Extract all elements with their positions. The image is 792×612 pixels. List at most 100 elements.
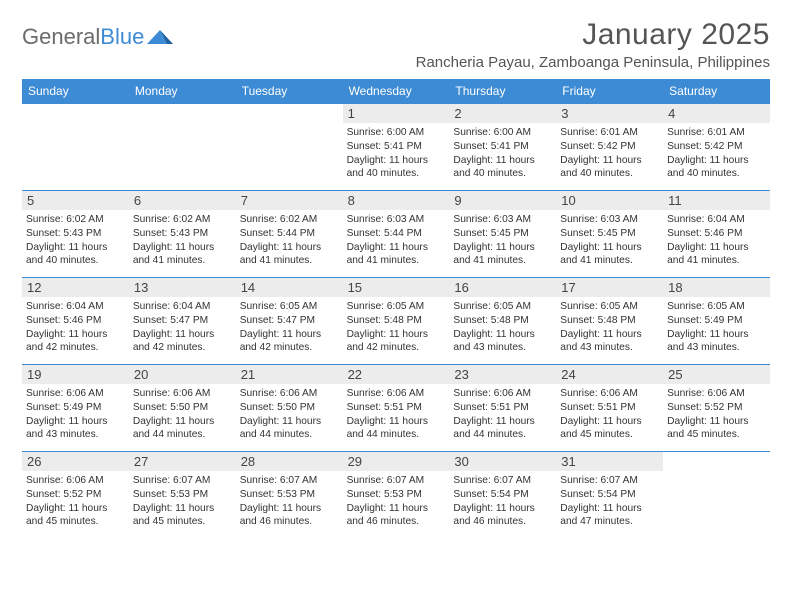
week-row: 5Sunrise: 6:02 AMSunset: 5:43 PMDaylight…: [22, 190, 770, 277]
sunrise-line: Sunrise: 6:06 AM: [453, 387, 552, 401]
sunset-line: Sunset: 5:49 PM: [667, 314, 766, 328]
day-cell: 24Sunrise: 6:06 AMSunset: 5:51 PMDayligh…: [556, 365, 663, 451]
daylight-line-1: Daylight: 11 hours: [347, 502, 446, 516]
daylight-line-1: Daylight: 11 hours: [667, 328, 766, 342]
daylight-line-2: and 41 minutes.: [240, 254, 339, 268]
sunset-line: Sunset: 5:52 PM: [667, 401, 766, 415]
sunrise-line: Sunrise: 6:04 AM: [133, 300, 232, 314]
daylight-line-1: Daylight: 11 hours: [240, 502, 339, 516]
day-cell: 25Sunrise: 6:06 AMSunset: 5:52 PMDayligh…: [663, 365, 770, 451]
day-cell: 17Sunrise: 6:05 AMSunset: 5:48 PMDayligh…: [556, 278, 663, 364]
sunset-line: Sunset: 5:45 PM: [560, 227, 659, 241]
daylight-line-2: and 41 minutes.: [560, 254, 659, 268]
day-number: 31: [556, 452, 663, 471]
sunrise-line: Sunrise: 6:05 AM: [347, 300, 446, 314]
week-row: 1Sunrise: 6:00 AMSunset: 5:41 PMDaylight…: [22, 103, 770, 190]
day-cell: 8Sunrise: 6:03 AMSunset: 5:44 PMDaylight…: [343, 191, 450, 277]
daylight-line-2: and 44 minutes.: [347, 428, 446, 442]
daylight-line-2: and 45 minutes.: [667, 428, 766, 442]
sunrise-line: Sunrise: 6:06 AM: [26, 387, 125, 401]
sunrise-line: Sunrise: 6:03 AM: [560, 213, 659, 227]
logo-text-blue: Blue: [100, 24, 144, 50]
sunset-line: Sunset: 5:53 PM: [347, 488, 446, 502]
day-number: 13: [129, 278, 236, 297]
calendar-page: GeneralBlue January 2025 Rancheria Payau…: [0, 0, 792, 548]
daylight-line-1: Daylight: 11 hours: [453, 415, 552, 429]
daylight-line-1: Daylight: 11 hours: [560, 502, 659, 516]
day-number: 21: [236, 365, 343, 384]
day-cell: 18Sunrise: 6:05 AMSunset: 5:49 PMDayligh…: [663, 278, 770, 364]
sunset-line: Sunset: 5:50 PM: [240, 401, 339, 415]
sunrise-line: Sunrise: 6:05 AM: [667, 300, 766, 314]
day-cell: 30Sunrise: 6:07 AMSunset: 5:54 PMDayligh…: [449, 452, 556, 538]
daylight-line-2: and 44 minutes.: [453, 428, 552, 442]
day-number: 2: [449, 104, 556, 123]
weekday-header-row: SundayMondayTuesdayWednesdayThursdayFrid…: [22, 79, 770, 103]
day-cell: 22Sunrise: 6:06 AMSunset: 5:51 PMDayligh…: [343, 365, 450, 451]
day-number: 10: [556, 191, 663, 210]
sunrise-line: Sunrise: 6:03 AM: [347, 213, 446, 227]
day-cell: 21 Sunrise: 6:06 AMSunset: 5:50 PMDayligh…: [236, 365, 343, 451]
day-cell: 23Sunrise: 6:06 AMSunset: 5:51 PMDayligh…: [449, 365, 556, 451]
daylight-line-1: Daylight: 11 hours: [347, 328, 446, 342]
day-cell: 4Sunrise: 6:01 AMSunset: 5:42 PMDaylight…: [663, 104, 770, 190]
calendar-grid: SundayMondayTuesdayWednesdayThursdayFrid…: [22, 79, 770, 538]
daylight-line-1: Daylight: 11 hours: [560, 154, 659, 168]
sunset-line: Sunset: 5:45 PM: [453, 227, 552, 241]
day-number: 27: [129, 452, 236, 471]
day-cell: 28Sunrise: 6:07 AMSunset: 5:53 PMDayligh…: [236, 452, 343, 538]
day-cell: 9Sunrise: 6:03 AMSunset: 5:45 PMDaylight…: [449, 191, 556, 277]
daylight-line-2: and 40 minutes.: [26, 254, 125, 268]
daylight-line-1: Daylight: 11 hours: [240, 415, 339, 429]
sunrise-line: Sunrise: 6:01 AM: [560, 126, 659, 140]
daylight-line-1: Daylight: 11 hours: [453, 502, 552, 516]
sunset-line: Sunset: 5:41 PM: [347, 140, 446, 154]
day-number: [663, 452, 770, 471]
day-cell: 11Sunrise: 6:04 AMSunset: 5:46 PMDayligh…: [663, 191, 770, 277]
sunset-line: Sunset: 5:43 PM: [26, 227, 125, 241]
daylight-line-1: Daylight: 11 hours: [347, 241, 446, 255]
day-number: 17: [556, 278, 663, 297]
sunrise-line: Sunrise: 6:02 AM: [240, 213, 339, 227]
day-number: 12: [22, 278, 129, 297]
daylight-line-1: Daylight: 11 hours: [26, 241, 125, 255]
sunset-line: Sunset: 5:46 PM: [667, 227, 766, 241]
day-number: 20: [129, 365, 236, 384]
logo-text-general: General: [22, 24, 100, 50]
daylight-line-2: and 41 minutes.: [347, 254, 446, 268]
day-number: 3: [556, 104, 663, 123]
day-cell: 14Sunrise: 6:05 AMSunset: 5:47 PMDayligh…: [236, 278, 343, 364]
day-number: 4: [663, 104, 770, 123]
day-cell: 10Sunrise: 6:03 AMSunset: 5:45 PMDayligh…: [556, 191, 663, 277]
sunrise-line: Sunrise: 6:07 AM: [453, 474, 552, 488]
sunrise-line: Sunrise: 6:06 AM: [240, 387, 339, 401]
sunset-line: Sunset: 5:42 PM: [560, 140, 659, 154]
sunset-line: Sunset: 5:48 PM: [453, 314, 552, 328]
daylight-line-1: Daylight: 11 hours: [240, 241, 339, 255]
daylight-line-1: Daylight: 11 hours: [667, 241, 766, 255]
daylight-line-1: Daylight: 11 hours: [133, 328, 232, 342]
day-number: 11: [663, 191, 770, 210]
day-number: 1: [343, 104, 450, 123]
day-number: 7: [236, 191, 343, 210]
sunset-line: Sunset: 5:50 PM: [133, 401, 232, 415]
day-number: 24: [556, 365, 663, 384]
location-subtitle: Rancheria Payau, Zamboanga Peninsula, Ph…: [416, 54, 770, 71]
sunrise-line: Sunrise: 6:07 AM: [133, 474, 232, 488]
week-row: 26Sunrise: 6:06 AMSunset: 5:52 PMDayligh…: [22, 451, 770, 538]
logo: GeneralBlue: [22, 18, 173, 50]
sunset-line: Sunset: 5:51 PM: [347, 401, 446, 415]
daylight-line-2: and 43 minutes.: [26, 428, 125, 442]
day-number: 14: [236, 278, 343, 297]
sunrise-line: Sunrise: 6:06 AM: [26, 474, 125, 488]
weekday-header-thursday: Thursday: [449, 79, 556, 103]
sunrise-line: Sunrise: 6:05 AM: [560, 300, 659, 314]
daylight-line-2: and 44 minutes.: [240, 428, 339, 442]
sunset-line: Sunset: 5:48 PM: [560, 314, 659, 328]
day-number: 19: [22, 365, 129, 384]
sunrise-line: Sunrise: 6:04 AM: [26, 300, 125, 314]
daylight-line-1: Daylight: 11 hours: [560, 415, 659, 429]
sunrise-line: Sunrise: 6:01 AM: [667, 126, 766, 140]
daylight-line-2: and 42 minutes.: [133, 341, 232, 355]
sunset-line: Sunset: 5:48 PM: [347, 314, 446, 328]
